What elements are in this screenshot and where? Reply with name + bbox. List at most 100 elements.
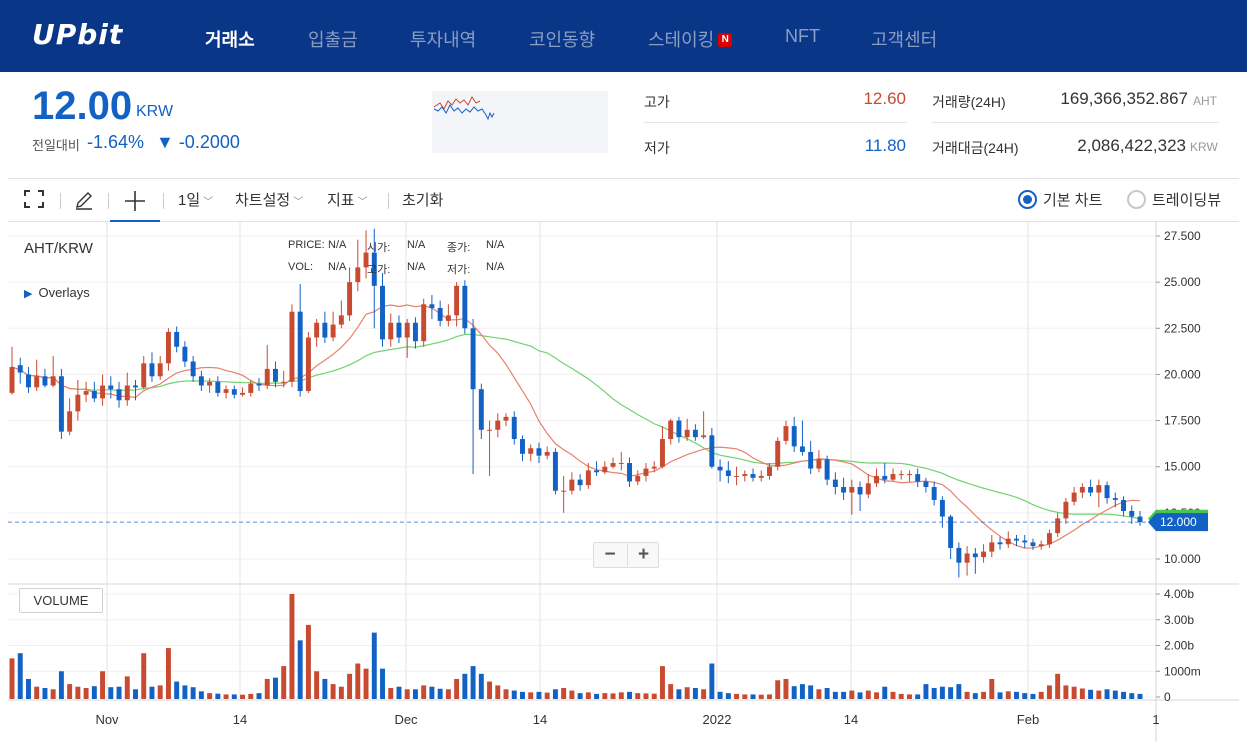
nav-deposit-withdraw[interactable]: 입출금 — [308, 30, 358, 50]
candle-body — [462, 285, 468, 329]
volume-bar — [758, 694, 764, 699]
fullscreen-icon[interactable] — [24, 190, 44, 212]
overlays-toggle[interactable]: ▶ Overlays — [24, 285, 90, 300]
candle-body — [1046, 533, 1052, 545]
chart-canvas[interactable]: 27.50025.00022.50020.00017.50015.00012.5… — [8, 222, 1239, 742]
candle-body — [594, 470, 600, 473]
volume-bar — [445, 689, 451, 699]
price-chart[interactable]: 27.50025.00022.50020.00017.50015.00012.5… — [8, 222, 1239, 742]
volume-bar — [1071, 686, 1077, 699]
candle-body — [750, 474, 756, 478]
candle-body — [1104, 485, 1110, 499]
candle-body — [454, 285, 460, 316]
volume-bar — [709, 663, 715, 699]
mini-sparkline — [432, 91, 608, 153]
candle-body — [972, 553, 978, 558]
volume-bar — [906, 694, 912, 699]
candle-body — [725, 470, 731, 476]
time-tick-label: Feb — [1017, 712, 1039, 727]
chart-settings-dropdown[interactable]: 차트설정 ﹀ — [235, 189, 303, 210]
volume-bar — [495, 685, 501, 699]
volume-bar — [371, 632, 377, 699]
nav-exchange[interactable]: 거래소 — [205, 30, 255, 50]
volume-unit: AHT — [1193, 94, 1217, 108]
candle-body — [1063, 501, 1069, 519]
candle-body — [561, 490, 567, 492]
interval-dropdown[interactable]: 1일 ﹀ — [178, 189, 213, 210]
volume-bar — [799, 684, 805, 699]
volume-bar — [536, 691, 542, 699]
candle-body — [511, 416, 517, 440]
volume-bar — [264, 678, 270, 699]
change-price: ▼ -0.2000 — [156, 132, 240, 152]
candle-body — [388, 322, 394, 340]
nav-staking[interactable]: 스테이킹 N — [648, 26, 733, 52]
volume-bar — [174, 681, 180, 699]
candle-body — [544, 451, 550, 456]
candle-body — [939, 499, 945, 517]
volume-bar — [380, 668, 385, 699]
candle-body — [67, 411, 73, 432]
volume-tick-label: 4.00b — [1164, 587, 1194, 601]
volume-bar — [602, 693, 608, 699]
crosshair-icon[interactable] — [110, 179, 160, 222]
basic-chart-radio[interactable] — [1018, 190, 1037, 209]
candle-body — [1088, 487, 1094, 493]
volume-bar — [528, 692, 534, 699]
volume-bar — [388, 687, 394, 699]
volume-bar — [149, 686, 155, 699]
candle-body — [874, 475, 879, 484]
volume-bar — [775, 680, 781, 699]
price-tick-label: 10.000 — [1164, 552, 1201, 566]
candle-body — [799, 446, 805, 452]
candle-body — [256, 383, 262, 386]
volume-bar — [133, 689, 138, 699]
time-tick-label: 14 — [533, 712, 547, 727]
zoom-out-button[interactable]: − — [604, 544, 616, 565]
zoom-in-button[interactable]: + — [627, 544, 659, 566]
candle-body — [429, 304, 435, 308]
candle-body — [832, 479, 838, 488]
volume-bar — [67, 684, 73, 699]
volume-bar — [594, 693, 600, 699]
candle-body — [25, 374, 31, 388]
candle-body — [487, 429, 493, 431]
nav-staking-label: 스테이킹 — [648, 30, 715, 50]
candle-body — [133, 385, 138, 388]
volume-bar — [42, 687, 48, 699]
price-tick-label: 27.500 — [1164, 229, 1201, 243]
volume-bar — [396, 686, 402, 699]
candle-body — [297, 311, 303, 392]
toolbar-separator — [60, 193, 61, 209]
tradingview-radio[interactable] — [1127, 190, 1146, 209]
upbit-logo[interactable]: UPbit — [32, 18, 124, 51]
volume-bar — [322, 678, 328, 699]
candle-body — [1129, 511, 1135, 517]
candle-body — [215, 381, 221, 393]
basic-chart-label[interactable]: 기본 차트 — [1043, 192, 1103, 209]
legend-open-label: 시가: — [367, 242, 391, 254]
nav-nft[interactable]: NFT — [785, 26, 820, 46]
candle-body — [17, 365, 23, 373]
nav-coin-trends[interactable]: 코인동향 — [529, 30, 596, 50]
volume-bar — [412, 689, 418, 699]
candle-body — [758, 475, 764, 478]
price-tick-label: 20.000 — [1164, 367, 1201, 381]
volume-bar — [1038, 691, 1044, 699]
reset-button[interactable]: 초기화 — [402, 192, 444, 209]
high-value: 12.60 — [863, 89, 906, 108]
pencil-icon[interactable] — [74, 190, 94, 214]
candle-body — [956, 547, 962, 563]
indicators-dropdown[interactable]: 지표 ﹀ — [327, 189, 368, 210]
volume-bar — [165, 648, 171, 699]
time-tick-label: 1 — [1152, 712, 1159, 727]
nav-investments[interactable]: 투자내역 — [410, 30, 477, 50]
volume-bar — [289, 594, 295, 699]
tradingview-label[interactable]: 트레이딩뷰 — [1152, 192, 1222, 209]
volume-bar — [874, 692, 879, 699]
volume-bar — [577, 693, 583, 699]
candle-body — [289, 311, 295, 382]
volume-bar — [305, 624, 311, 699]
volume-bar — [767, 694, 772, 699]
nav-customer-center[interactable]: 고객센터 — [871, 30, 938, 50]
